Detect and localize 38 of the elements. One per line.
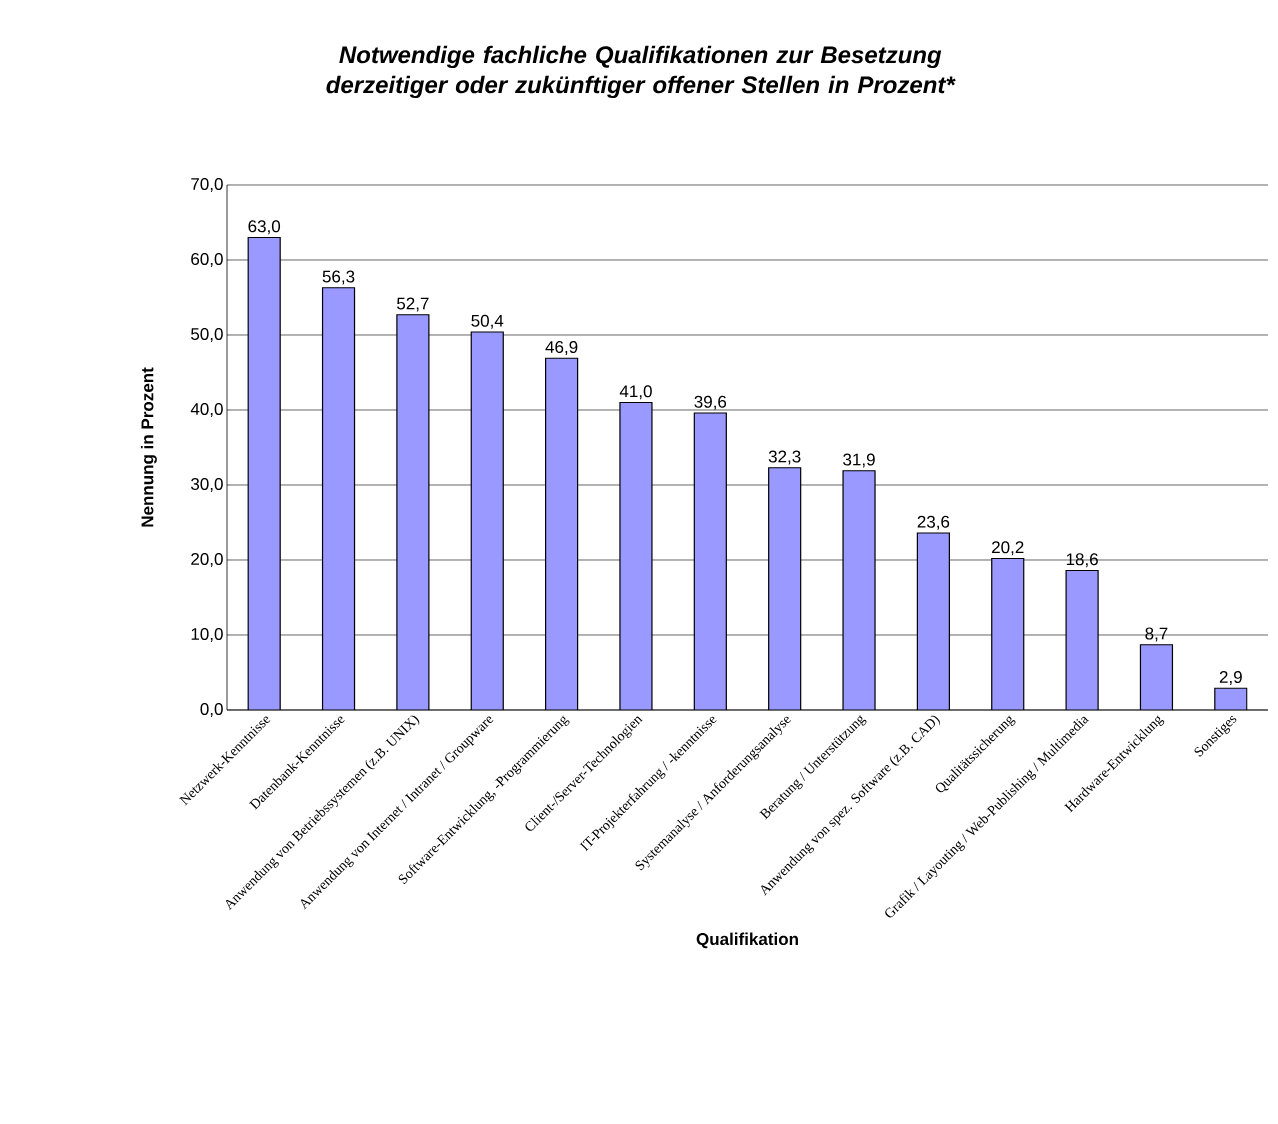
bar [471, 331, 504, 710]
y-tick-label: 40,0 [190, 402, 223, 418]
data-label: 63,0 [248, 220, 281, 235]
bar [694, 412, 727, 710]
y-tick-label: 50,0 [191, 327, 223, 343]
data-label: 50,4 [471, 314, 504, 329]
y-tick-label: 0,0 [200, 702, 223, 718]
y-tick-label: 10,0 [191, 627, 223, 643]
bar [619, 402, 652, 710]
y-axis-title: Nennung in Prozent [140, 367, 157, 527]
y-tick-label: 30,0 [191, 477, 223, 493]
data-label: 20,2 [992, 541, 1024, 556]
data-label: 46,9 [545, 340, 578, 356]
bar [768, 467, 801, 710]
bar [991, 558, 1024, 710]
bar [545, 358, 578, 710]
bar [1140, 644, 1173, 710]
y-tick-label: 70,0 [191, 177, 223, 193]
data-label: 18,6 [1066, 553, 1098, 568]
bar [1066, 570, 1099, 710]
data-label: 2,9 [1219, 670, 1242, 686]
bar [248, 237, 281, 710]
bar [396, 314, 429, 710]
data-label: 56,3 [322, 270, 355, 285]
data-label: 52,7 [397, 297, 429, 312]
bar [322, 287, 355, 710]
chart-title: Notwendige fachliche Qualifikationen zur Besetzung derzeitiger oder zukünftiger offener Stellen in Prozent* [326, 45, 956, 99]
bar [843, 470, 876, 710]
data-label: 41,0 [619, 385, 652, 400]
data-label: 39,6 [694, 395, 727, 410]
data-label: 8,7 [1145, 627, 1168, 642]
data-label: 23,6 [917, 515, 950, 530]
x-axis-title: Qualifikation [696, 932, 798, 949]
data-label: 32,3 [768, 450, 801, 465]
bar [917, 532, 950, 710]
y-tick-label: 60,0 [191, 252, 223, 268]
data-label: 31,9 [843, 453, 875, 468]
y-tick-label: 20,0 [191, 552, 223, 568]
